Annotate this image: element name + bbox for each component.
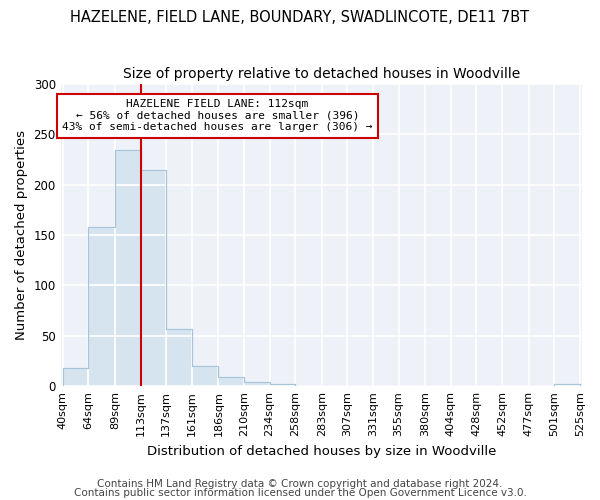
Text: Contains HM Land Registry data © Crown copyright and database right 2024.: Contains HM Land Registry data © Crown c… [97,479,503,489]
Y-axis label: Number of detached properties: Number of detached properties [15,130,28,340]
Text: HAZELENE FIELD LANE: 112sqm
← 56% of detached houses are smaller (396)
43% of se: HAZELENE FIELD LANE: 112sqm ← 56% of det… [62,99,373,132]
Polygon shape [63,150,580,386]
Text: Contains public sector information licensed under the Open Government Licence v3: Contains public sector information licen… [74,488,526,498]
Title: Size of property relative to detached houses in Woodville: Size of property relative to detached ho… [122,68,520,82]
X-axis label: Distribution of detached houses by size in Woodville: Distribution of detached houses by size … [146,444,496,458]
Text: HAZELENE, FIELD LANE, BOUNDARY, SWADLINCOTE, DE11 7BT: HAZELENE, FIELD LANE, BOUNDARY, SWADLINC… [70,10,530,25]
